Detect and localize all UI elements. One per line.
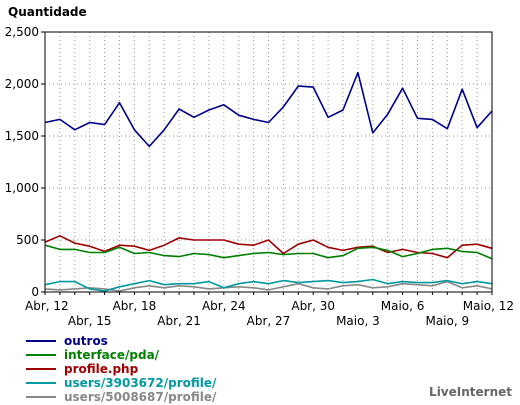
x-tick-label: Abr, 30 [291, 299, 335, 313]
series-line-profile-php [44, 235, 493, 259]
legend-item: profile.php [26, 362, 216, 376]
legend-label: users/5008687/profile/ [64, 390, 217, 404]
x-tick-label: Abr, 27 [247, 314, 291, 328]
legend-swatch [26, 354, 56, 356]
y-tick-label: 0 [31, 285, 39, 299]
legend-label: interface/pda/ [64, 348, 160, 362]
legend-swatch [26, 340, 56, 342]
legend-swatch [26, 396, 56, 398]
x-tick-label: Abr, 21 [157, 314, 201, 328]
x-tick-label: Abr, 18 [113, 299, 157, 313]
x-tick-label: Maio, 12 [463, 299, 514, 313]
legend: outros interface/pda/profile.php users/390… [26, 334, 216, 404]
y-tick-label: 1,500 [5, 129, 39, 143]
legend-swatch [26, 382, 56, 384]
x-tick-label: Maio, 9 [425, 314, 469, 328]
y-tick-label: 2,000 [5, 77, 39, 91]
x-tick-label: Abr, 15 [68, 314, 112, 328]
plot-frame [44, 31, 493, 293]
x-tick-label: Abr, 24 [202, 299, 246, 313]
x-tick-label: Maio, 6 [381, 299, 425, 313]
x-axis: Abr, 12 Abr, 18 Abr, 24 Abr, 30 Maio, 6 Maio,… [25, 292, 514, 328]
series-line-users-5008687-profile [44, 280, 493, 292]
watermark-text: LiveInternet [429, 385, 512, 399]
series-lines [44, 71, 493, 292]
series-line-outros [44, 71, 493, 148]
legend-swatch [26, 368, 56, 370]
y-axis: 0 500 1,000 1,500 2,000 2,500 [5, 25, 45, 299]
legend-item: outros [26, 334, 216, 348]
y-tick-label: 2,500 [5, 25, 39, 39]
legend-label: outros [64, 334, 108, 348]
series-line-interface-pda [44, 244, 493, 260]
x-tick-label: Abr, 12 [25, 299, 69, 313]
line-chart: Quantidade 0 500 1,000 1,500 2,000 2,500 Abr,… [5, 5, 514, 328]
series-line-users-3903672-profile [44, 278, 493, 292]
legend-label: users/3903672/profile/ [64, 376, 217, 390]
legend-item: interface/pda/ [26, 348, 216, 362]
legend-item: users/5008687/profile/ [26, 390, 216, 404]
legend-item: users/3903672/profile/ [26, 376, 216, 390]
legend-label: profile.php [64, 362, 139, 376]
y-axis-title: Quantidade [8, 5, 87, 19]
x-tick-label: Maio, 3 [336, 314, 380, 328]
y-tick-label: 500 [16, 233, 39, 247]
y-tick-label: 1,000 [5, 181, 39, 195]
